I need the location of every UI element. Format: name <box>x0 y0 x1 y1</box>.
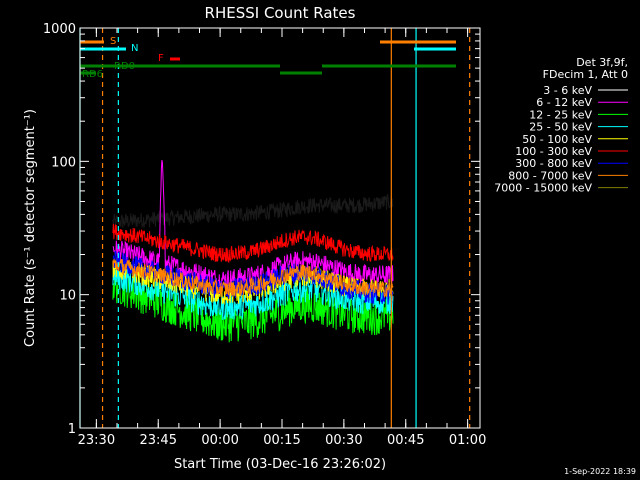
x-tick-label-1: 23:45 <box>140 433 177 448</box>
legend-label-5: 100 - 300 keV <box>515 145 592 158</box>
x-tick-label-0: 23:30 <box>78 433 115 448</box>
flag-label-rd0: RD0 <box>114 61 135 72</box>
x-axis-label: Start Time (03-Dec-16 23:26:02) <box>174 457 386 472</box>
flag-label-s: S <box>110 36 116 47</box>
legend-label-4: 50 - 100 keV <box>522 133 592 146</box>
legend-header-line-1: Det 3f,9f, <box>576 56 628 69</box>
flag-label-f: F <box>158 53 164 64</box>
series-line-7 <box>112 259 394 299</box>
y-tick-label-0: 1 <box>68 422 76 437</box>
footer-timestamp: 1-Sep-2022 18:39 <box>564 467 636 476</box>
legend-label-0: 3 - 6 keV <box>543 84 592 97</box>
plot-frame <box>79 27 481 429</box>
axes: 1 10 100 1000 23:30 23:45 00:00 00:15 00:30 00:45… <box>43 22 486 448</box>
y-tick-label-1: 10 <box>59 289 76 304</box>
legend-label-2: 12 - 25 keV <box>529 108 592 121</box>
y-tick-label-2: 100 <box>51 155 76 170</box>
x-tick-label-4: 00:30 <box>325 433 362 448</box>
flag-label-rd6: RD6 <box>82 69 103 80</box>
legend-label-1: 6 - 12 keV <box>536 96 592 109</box>
legend-label-3: 25 - 50 keV <box>529 121 592 134</box>
y-axis-label: Count Rate (s⁻¹ detector segment⁻¹) <box>23 109 38 347</box>
series-line-5 <box>112 223 394 264</box>
x-tick-label-5: 00:45 <box>387 433 424 448</box>
x-tick-label-6: 01:00 <box>449 433 486 448</box>
series-line-0 <box>112 193 394 228</box>
flag-label-n: N <box>131 43 138 54</box>
legend-header-line-2: FDecim 1, Att 0 <box>543 68 628 81</box>
chart-title: RHESSI Count Rates <box>205 4 356 22</box>
legend-label-7: 800 - 7000 keV <box>508 169 592 182</box>
x-tick-label-2: 00:00 <box>201 433 238 448</box>
legend-label-8: 7000 - 15000 keV <box>494 182 592 195</box>
y-tick-label-3: 1000 <box>43 22 76 37</box>
x-tick-label-3: 00:15 <box>263 433 300 448</box>
plot-area: S N F RD0 RD6 <box>79 28 480 428</box>
plot-background <box>80 28 480 428</box>
legend-label-6: 300 - 800 keV <box>515 157 592 170</box>
